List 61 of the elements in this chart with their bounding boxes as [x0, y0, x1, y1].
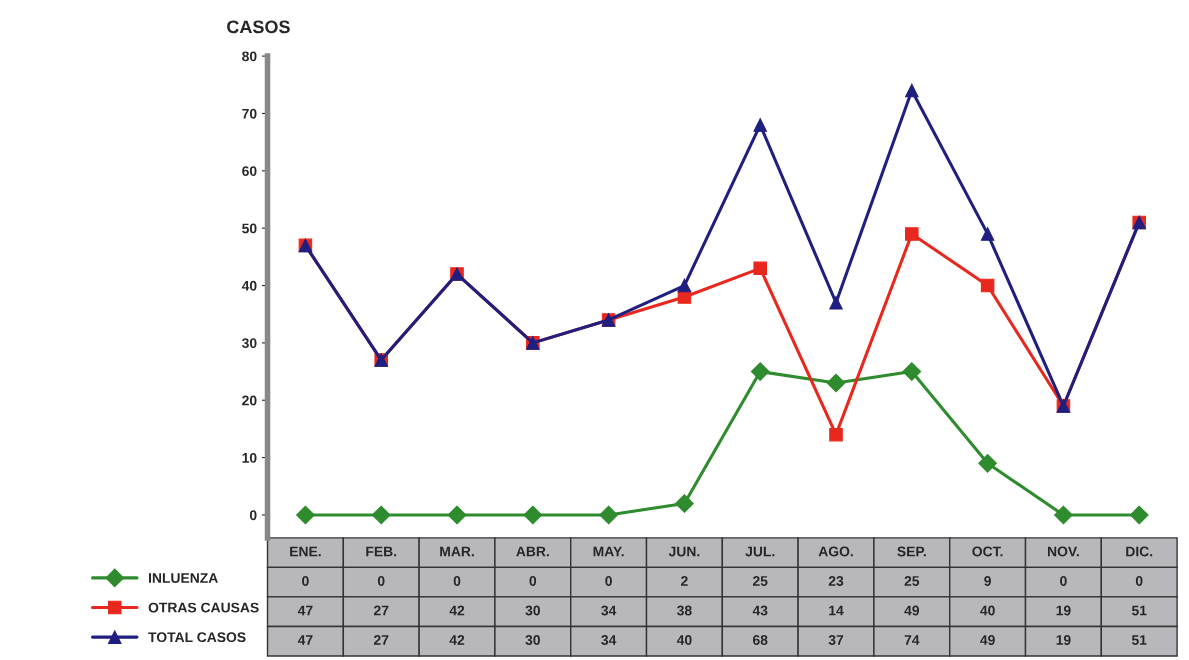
data-label: 0 [453, 576, 461, 586]
y-tick-label: 10 [242, 452, 257, 463]
legend-label: OTRAS CAUSAS [148, 602, 259, 613]
x-tick-label: MAR. [440, 546, 474, 557]
data-label: 38 [677, 605, 692, 616]
y-tick-label: 80 [242, 51, 257, 62]
x-tick-label: JUL. [745, 546, 775, 557]
data-label: 0 [1060, 576, 1067, 586]
data-label: 25 [752, 576, 768, 586]
data-label: 68 [753, 635, 768, 645]
y-tick-label: 40 [241, 280, 257, 291]
data-label: 49 [980, 635, 995, 645]
x-tick-label: ABR. [516, 546, 549, 557]
data-label: 0 [1135, 576, 1143, 586]
data-label: 30 [525, 605, 540, 616]
y-axis-title: CASOS [227, 20, 290, 34]
y-tick-label: 70 [242, 108, 257, 119]
data-label: 37 [828, 635, 844, 645]
legend-label: INLUENZA [149, 573, 218, 583]
data-label: 40 [980, 605, 995, 616]
x-tick-label: JUN. [668, 546, 700, 557]
data-label: 14 [829, 605, 844, 616]
x-tick-label: MAY. [593, 546, 624, 557]
data-label: 0 [529, 576, 537, 586]
y-tick-label: 20 [242, 395, 257, 406]
x-tick-label: ENE. [290, 546, 321, 557]
data-label: 34 [601, 605, 617, 616]
data-label: 25 [904, 576, 920, 586]
x-tick-label: OCT. [972, 546, 1003, 557]
data-label: 51 [1131, 635, 1147, 645]
data-label: 47 [297, 635, 313, 645]
y-tick-label: 50 [242, 223, 257, 234]
data-label: 27 [373, 635, 389, 645]
data-label: 74 [904, 635, 920, 645]
y-tick-label: 0 [249, 510, 257, 521]
x-tick-label: DIC. [1126, 546, 1153, 557]
data-label: 47 [297, 605, 313, 616]
data-label: 0 [377, 576, 385, 586]
data-label: 34 [601, 635, 617, 645]
y-tick-label: 60 [242, 166, 257, 176]
data-label: 49 [904, 605, 920, 616]
legend-label: TOTAL CASOS [148, 632, 246, 643]
data-label: 9 [984, 576, 991, 586]
data-label: 30 [525, 635, 540, 645]
data-label: 19 [1056, 635, 1071, 645]
data-label: 2 [681, 576, 688, 586]
data-label: 42 [449, 635, 465, 645]
data-label: 0 [605, 576, 612, 586]
x-tick-label: NOV. [1048, 546, 1079, 557]
data-label: 0 [302, 576, 309, 586]
data-label: 27 [373, 605, 389, 616]
x-tick-label: SEP. [897, 546, 926, 557]
data-label: 51 [1131, 605, 1147, 616]
data-label: 40 [676, 635, 692, 645]
y-tick-label: 30 [241, 338, 257, 349]
data-label: 43 [752, 605, 768, 616]
x-tick-label: AGO. [818, 546, 853, 557]
data-label: 19 [1056, 605, 1071, 616]
data-label: 42 [449, 605, 465, 616]
x-tick-label: FEB. [366, 546, 397, 557]
data-label: 23 [828, 576, 844, 586]
